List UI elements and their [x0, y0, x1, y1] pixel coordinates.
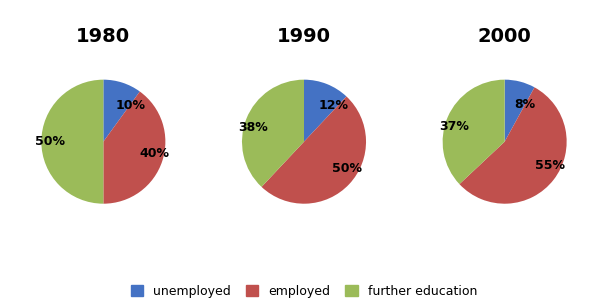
Text: 37%: 37% [440, 120, 469, 133]
Wedge shape [443, 80, 505, 184]
Text: 50%: 50% [35, 135, 65, 148]
Wedge shape [41, 80, 103, 204]
Wedge shape [505, 80, 534, 142]
Text: 12%: 12% [318, 99, 348, 112]
Title: 2000: 2000 [478, 27, 531, 46]
Text: 8%: 8% [514, 98, 535, 111]
Text: 40%: 40% [140, 147, 170, 160]
Text: 38%: 38% [238, 121, 268, 134]
Title: 1990: 1990 [277, 27, 331, 46]
Title: 1980: 1980 [76, 27, 131, 46]
Legend: unemployed, employed, further education: unemployed, employed, further education [127, 281, 481, 302]
Text: 50%: 50% [332, 161, 362, 175]
Text: 55%: 55% [535, 159, 565, 172]
Wedge shape [103, 91, 165, 204]
Text: 10%: 10% [116, 99, 145, 111]
Wedge shape [304, 80, 347, 142]
Wedge shape [460, 87, 567, 204]
Wedge shape [103, 80, 140, 142]
Wedge shape [261, 96, 366, 204]
Wedge shape [242, 80, 304, 187]
